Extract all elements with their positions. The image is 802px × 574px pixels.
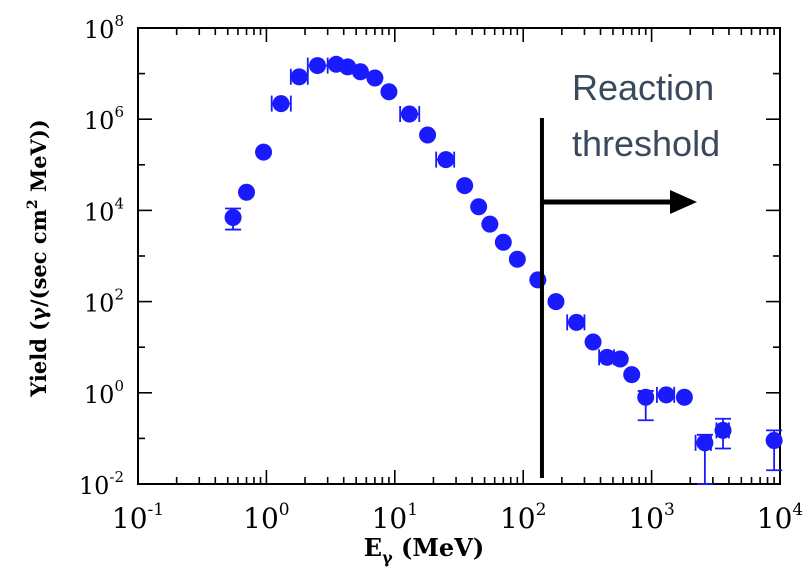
- data-point: [547, 293, 565, 311]
- data-point: [419, 126, 437, 144]
- data-point: [437, 151, 455, 169]
- y-tick-exp: 8: [114, 12, 124, 30]
- data-point: [272, 95, 290, 113]
- y-axis-label-prefix: Yield (γ/(sec cm: [26, 209, 51, 398]
- y-tick-exp: 6: [114, 103, 124, 121]
- x-tick-exp: -1: [148, 500, 165, 520]
- annotation-line-1: Reaction: [572, 67, 714, 108]
- y-tick-label: 10-2: [79, 468, 124, 500]
- data-point: [255, 143, 273, 161]
- data-point: [675, 388, 693, 406]
- x-tick-exp: 3: [664, 500, 675, 520]
- data-point: [456, 177, 474, 195]
- y-tick-exp: 2: [114, 286, 124, 304]
- data-point: [470, 198, 488, 216]
- data-point: [637, 388, 655, 406]
- data-point: [598, 348, 616, 366]
- data-point: [584, 333, 602, 351]
- x-tick-label: 101: [372, 500, 418, 535]
- y-tick-base: 10: [79, 472, 110, 500]
- y-tick-base: 10: [84, 16, 115, 44]
- x-tick-base: 10: [372, 502, 408, 535]
- x-tick-base: 10: [757, 502, 793, 535]
- axis-labels: Eγ (MeV) Yield (γ/(sec cm2 MeV)): [25, 119, 484, 567]
- x-axis-label-main: E: [364, 533, 382, 562]
- data-point: [494, 233, 512, 251]
- y-tick-label: 102: [84, 286, 124, 318]
- data-point: [238, 183, 256, 201]
- data-point: [765, 431, 783, 449]
- x-axis-label-sub: γ: [382, 548, 393, 567]
- data-point: [611, 350, 629, 368]
- x-axis-label-rest: (MeV): [393, 533, 485, 562]
- data-point: [308, 57, 326, 75]
- x-tick-exp: 4: [792, 500, 802, 520]
- data-point: [508, 250, 526, 268]
- data-point: [567, 313, 585, 331]
- x-tick-label: 104: [757, 500, 802, 535]
- x-tick-base: 10: [243, 502, 279, 535]
- y-axis-label-suffix: MeV)): [26, 119, 51, 199]
- y-tick-base: 10: [84, 198, 115, 226]
- x-tick-base: 10: [628, 502, 664, 535]
- y-tick-label: 100: [84, 377, 124, 409]
- data-point: [351, 63, 369, 81]
- data-point: [696, 434, 714, 452]
- data-point: [481, 215, 499, 233]
- y-tick-base: 10: [84, 107, 115, 135]
- threshold-arrow-head: [670, 190, 697, 214]
- data-point: [290, 68, 308, 86]
- data-point: [366, 69, 384, 87]
- y-axis-label-sup: 2: [25, 199, 41, 209]
- data-point: [400, 105, 418, 123]
- data-point: [714, 421, 732, 439]
- y-axis-label: Yield (γ/(sec cm2 MeV)): [25, 119, 51, 397]
- y-tick-label: 104: [84, 194, 124, 226]
- data-point: [657, 386, 675, 404]
- x-tick-exp: 2: [536, 500, 547, 520]
- data-point: [623, 366, 641, 384]
- y-tick-base: 10: [84, 381, 115, 409]
- data-point: [380, 83, 398, 101]
- x-axis-label: Eγ (MeV): [364, 533, 484, 567]
- threshold-annotation: Reaction threshold: [572, 67, 720, 164]
- x-tick-exp: 0: [279, 500, 290, 520]
- annotation-line-2: threshold: [572, 123, 720, 164]
- y-tick-label: 106: [84, 103, 124, 135]
- y-tick-base: 10: [84, 290, 115, 318]
- x-tick-label: 100: [243, 500, 289, 535]
- y-tick-exp: 4: [114, 194, 124, 212]
- x-tick-base: 10: [112, 502, 148, 535]
- x-tick-base: 10: [500, 502, 536, 535]
- data-point: [224, 208, 242, 226]
- y-tick-exp: 0: [114, 377, 124, 395]
- y-tick-label: 108: [84, 12, 124, 44]
- x-tick-label: 102: [500, 500, 546, 535]
- y-tick-exp: -2: [109, 468, 124, 486]
- x-tick-exp: 1: [407, 500, 418, 520]
- x-tick-label: 103: [628, 500, 674, 535]
- x-tick-label: 10-1: [112, 500, 164, 535]
